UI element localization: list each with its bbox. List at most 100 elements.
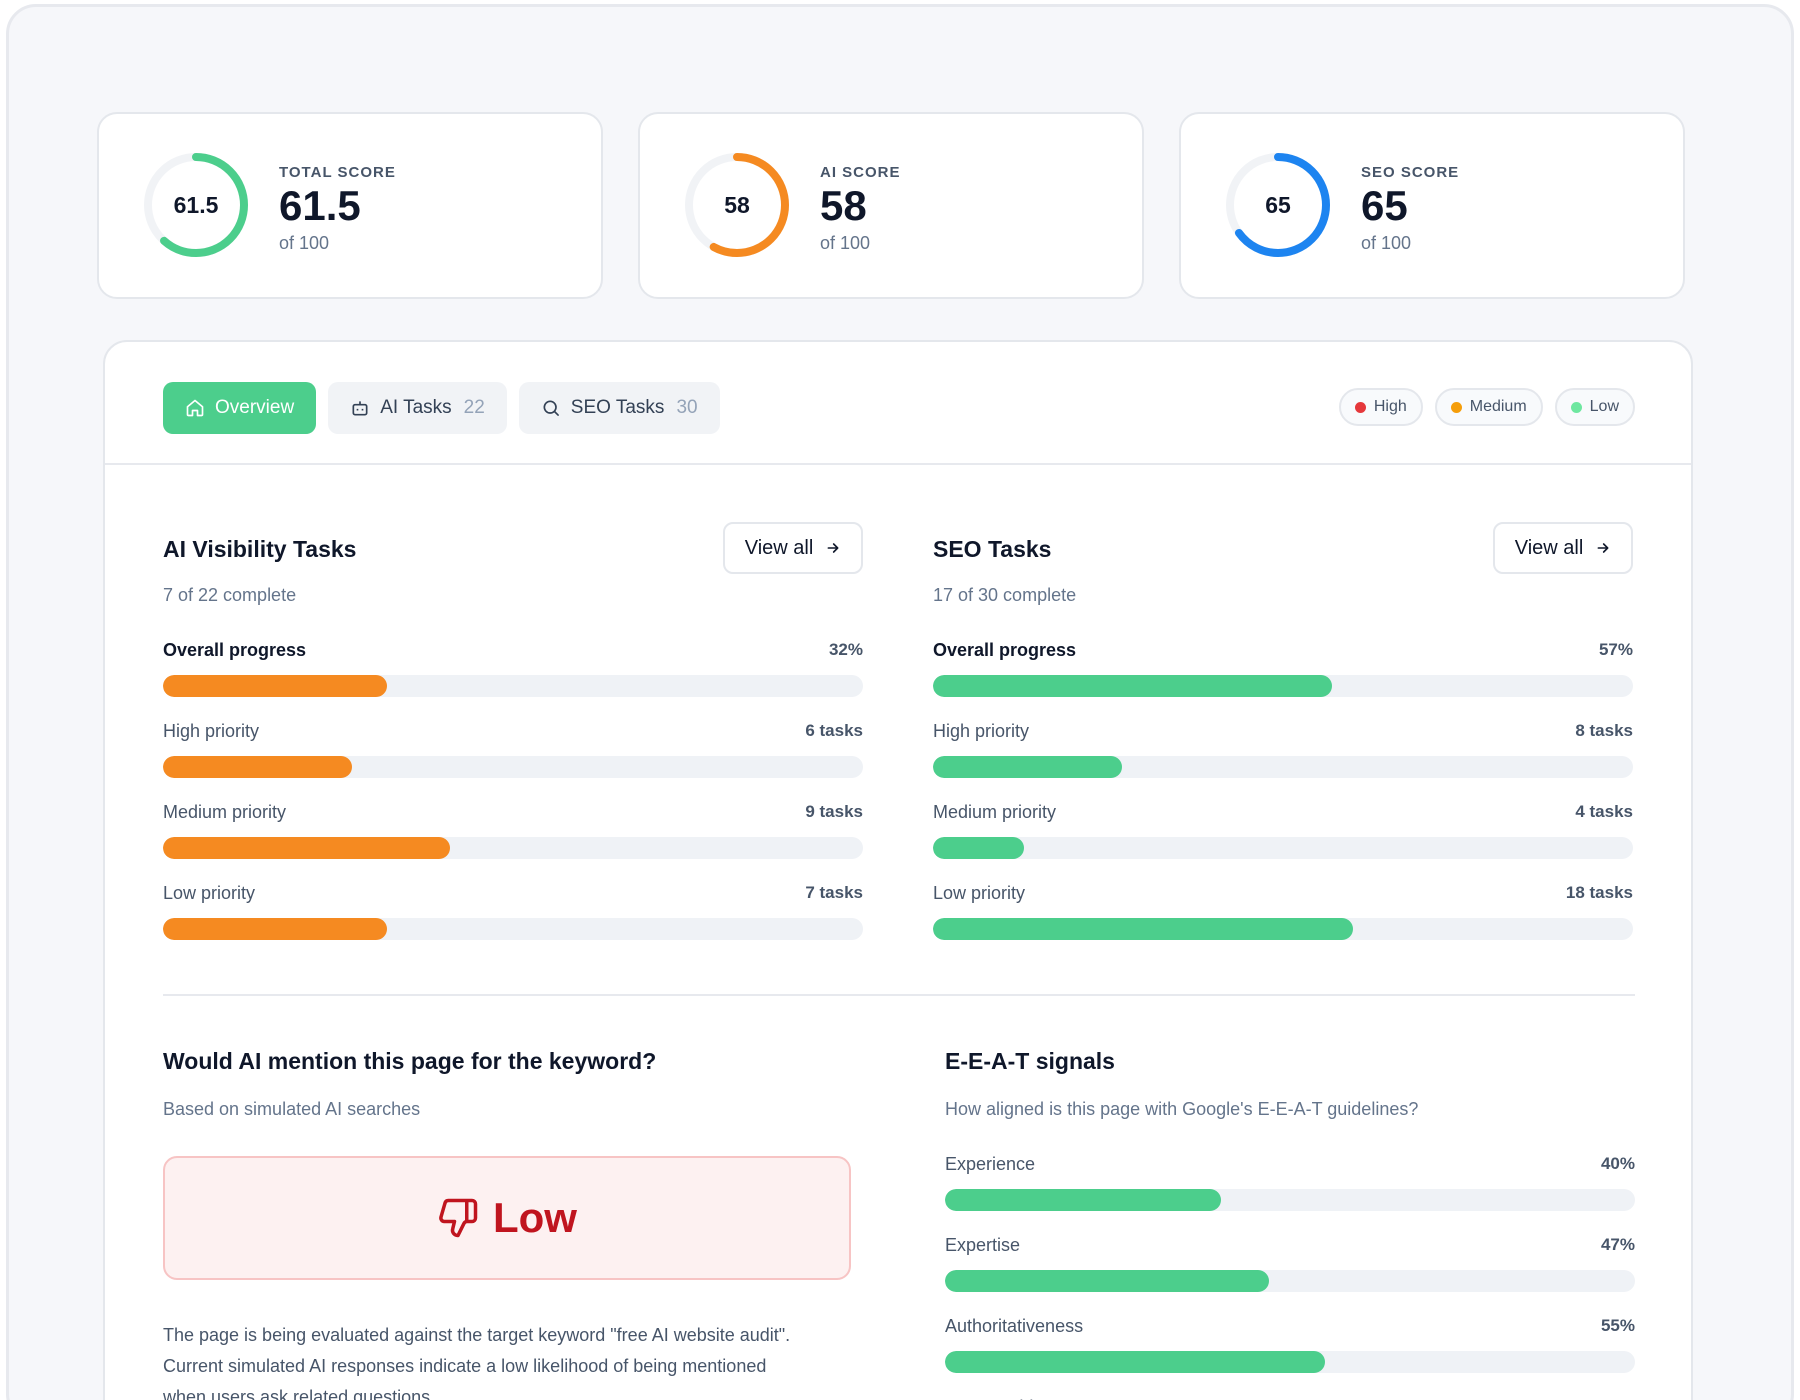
ai-progress-track bbox=[163, 675, 863, 697]
ai-row-label: High priority bbox=[163, 721, 260, 741]
seo-row: High priority 8 tasks bbox=[933, 721, 1633, 778]
ai-row: Medium priority 9 tasks bbox=[163, 802, 863, 859]
ai-view-all-button[interactable]: View all bbox=[723, 522, 863, 574]
ai-score-of: of 100 bbox=[820, 233, 871, 253]
eeat-row-value: 47% bbox=[1600, 1235, 1635, 1254]
seo-score-label: SEO SCORE bbox=[1361, 164, 1460, 181]
seo-score-ring bbox=[1226, 153, 1330, 257]
total-score-ring-value: 61.5 bbox=[173, 191, 219, 218]
app-frame: 61.5 TOTAL SCORE 61.5 of 100 58 AI SCORE… bbox=[6, 4, 1794, 1400]
tab-overview[interactable]: Overview bbox=[163, 382, 317, 434]
ai-progress-track bbox=[163, 756, 863, 778]
robot-icon bbox=[352, 401, 368, 416]
tab-overview-label: Overview bbox=[215, 397, 295, 418]
legend-low[interactable]: Low bbox=[1554, 388, 1635, 426]
seo-row-label: Overall progress bbox=[933, 640, 1077, 660]
ai-progress-track bbox=[163, 918, 863, 940]
tab-seo-tasks-label: SEO Tasks bbox=[570, 397, 665, 418]
ai-row: High priority 6 tasks bbox=[163, 721, 863, 778]
ai-progress-track bbox=[163, 837, 863, 859]
eeat-title: E-E-A-T signals bbox=[945, 1048, 1115, 1074]
tab-seo-tasks[interactable]: SEO Tasks 30 bbox=[518, 382, 720, 434]
legend-medium[interactable]: Medium bbox=[1434, 388, 1543, 426]
eeat-progress-fill bbox=[945, 1351, 1325, 1373]
ai-mention-subtitle: Based on simulated AI searches bbox=[163, 1099, 421, 1119]
eeat-row: Authoritativeness 55% bbox=[945, 1316, 1635, 1373]
seo-score-card: 65 SEO SCORE 65 of 100 bbox=[1179, 112, 1685, 299]
eeat-progress-track bbox=[945, 1270, 1635, 1292]
seo-panel-title: SEO Tasks bbox=[933, 536, 1052, 562]
ai-score-label: AI SCORE bbox=[820, 164, 901, 181]
ai-progress-fill bbox=[163, 756, 352, 778]
section-divider bbox=[163, 994, 1635, 996]
ai-progress-fill bbox=[163, 837, 450, 859]
seo-tasks-panel: SEO Tasks 17 of 30 complete View all Ove… bbox=[933, 522, 1633, 940]
legend-low-label: Low bbox=[1589, 398, 1619, 415]
tab-seo-tasks-count: 30 bbox=[676, 397, 698, 418]
seo-row: Overall progress 57% bbox=[933, 640, 1633, 697]
ai-mention-section: Would AI mention this page for the keywo… bbox=[163, 1048, 851, 1400]
seo-progress-fill bbox=[933, 918, 1353, 940]
seo-row-value: 4 tasks bbox=[1575, 802, 1633, 821]
eeat-progress-track bbox=[945, 1189, 1635, 1211]
ai-score-ring bbox=[685, 153, 789, 257]
ai-mention-description: The page is being evaluated against the … bbox=[163, 1320, 851, 1400]
total-score-card: 61.5 TOTAL SCORE 61.5 of 100 bbox=[97, 112, 603, 299]
legend-high[interactable]: High bbox=[1338, 388, 1423, 426]
home-icon bbox=[186, 399, 204, 417]
ai-row-value: 7 tasks bbox=[805, 883, 863, 902]
eeat-row-label: Authoritativeness bbox=[945, 1316, 1084, 1336]
eeat-progress-fill bbox=[945, 1270, 1270, 1292]
ai-score-value: 58 bbox=[820, 182, 867, 229]
seo-progress-fill bbox=[933, 837, 1024, 859]
seo-progress-track bbox=[933, 837, 1633, 859]
ai-panel-subtitle: 7 of 22 complete bbox=[163, 585, 297, 605]
ai-progress-fill bbox=[163, 918, 387, 940]
ai-progress-fill bbox=[163, 675, 387, 697]
eeat-rows: Experience 40% Expertise 47% Authoritativene… bbox=[945, 1154, 1635, 1400]
tab-ai-tasks[interactable]: AI Tasks 22 bbox=[328, 382, 507, 434]
eeat-section: E-E-A-T signals How aligned is this page… bbox=[945, 1048, 1635, 1400]
seo-progress-track bbox=[933, 675, 1633, 697]
ai-mention-verdict: Low bbox=[163, 1156, 851, 1280]
ai-row-label: Low priority bbox=[163, 883, 256, 903]
seo-row-value: 8 tasks bbox=[1575, 721, 1633, 740]
eeat-progress-fill bbox=[945, 1189, 1221, 1211]
legend-high-label: High bbox=[1373, 398, 1407, 415]
tab-bar: Overview AI Tasks 22 SEO Tasks 30 bbox=[163, 382, 720, 434]
tab-ai-tasks-count: 22 bbox=[463, 397, 485, 418]
total-score-of: of 100 bbox=[279, 233, 330, 253]
seo-view-all-button[interactable]: View all bbox=[1493, 522, 1633, 574]
eeat-row-value: 55% bbox=[1600, 1316, 1635, 1335]
seo-progress-rows: Overall progress 57% High priority 8 tasks M… bbox=[933, 640, 1633, 940]
total-score-ring bbox=[144, 153, 248, 257]
seo-row: Low priority 18 tasks bbox=[933, 883, 1633, 940]
ai-mention-line: The page is being evaluated against the … bbox=[163, 1325, 791, 1345]
arrow-right-icon bbox=[827, 543, 839, 553]
eeat-progress-track bbox=[945, 1351, 1635, 1373]
seo-panel-subtitle: 17 of 30 complete bbox=[933, 585, 1077, 605]
legend-medium-label: Medium bbox=[1469, 398, 1527, 415]
seo-progress-track bbox=[933, 918, 1633, 940]
eeat-row-label: Experience bbox=[945, 1154, 1036, 1174]
eeat-row-value: 40% bbox=[1601, 1397, 1635, 1400]
high-dot-icon bbox=[1354, 401, 1366, 413]
priority-legend: High Medium Low bbox=[1338, 388, 1635, 426]
ai-mention-title: Would AI mention this page for the keywo… bbox=[163, 1048, 657, 1074]
eeat-subtitle: How aligned is this page with Google's E… bbox=[945, 1099, 1419, 1119]
ai-view-all-label: View all bbox=[744, 536, 814, 559]
arrow-right-icon bbox=[1597, 543, 1609, 553]
ai-mention-line: Current simulated AI responses indicate … bbox=[163, 1356, 767, 1376]
ai-row-value: 6 tasks bbox=[805, 721, 863, 740]
ai-row-label: Medium priority bbox=[163, 802, 287, 822]
seo-row-label: Medium priority bbox=[933, 802, 1057, 822]
seo-row-label: High priority bbox=[933, 721, 1030, 741]
thumbs-down-icon bbox=[439, 1198, 478, 1238]
low-dot-icon bbox=[1570, 401, 1582, 413]
ai-mention-line: when users ask related questions. bbox=[163, 1387, 436, 1400]
tab-ai-tasks-label: AI Tasks bbox=[380, 397, 452, 418]
ai-score-ring-value: 58 bbox=[724, 191, 750, 218]
eeat-row: Experience 40% bbox=[945, 1154, 1635, 1211]
header-divider bbox=[105, 463, 1691, 465]
ai-row-label: Overall progress bbox=[163, 640, 307, 660]
